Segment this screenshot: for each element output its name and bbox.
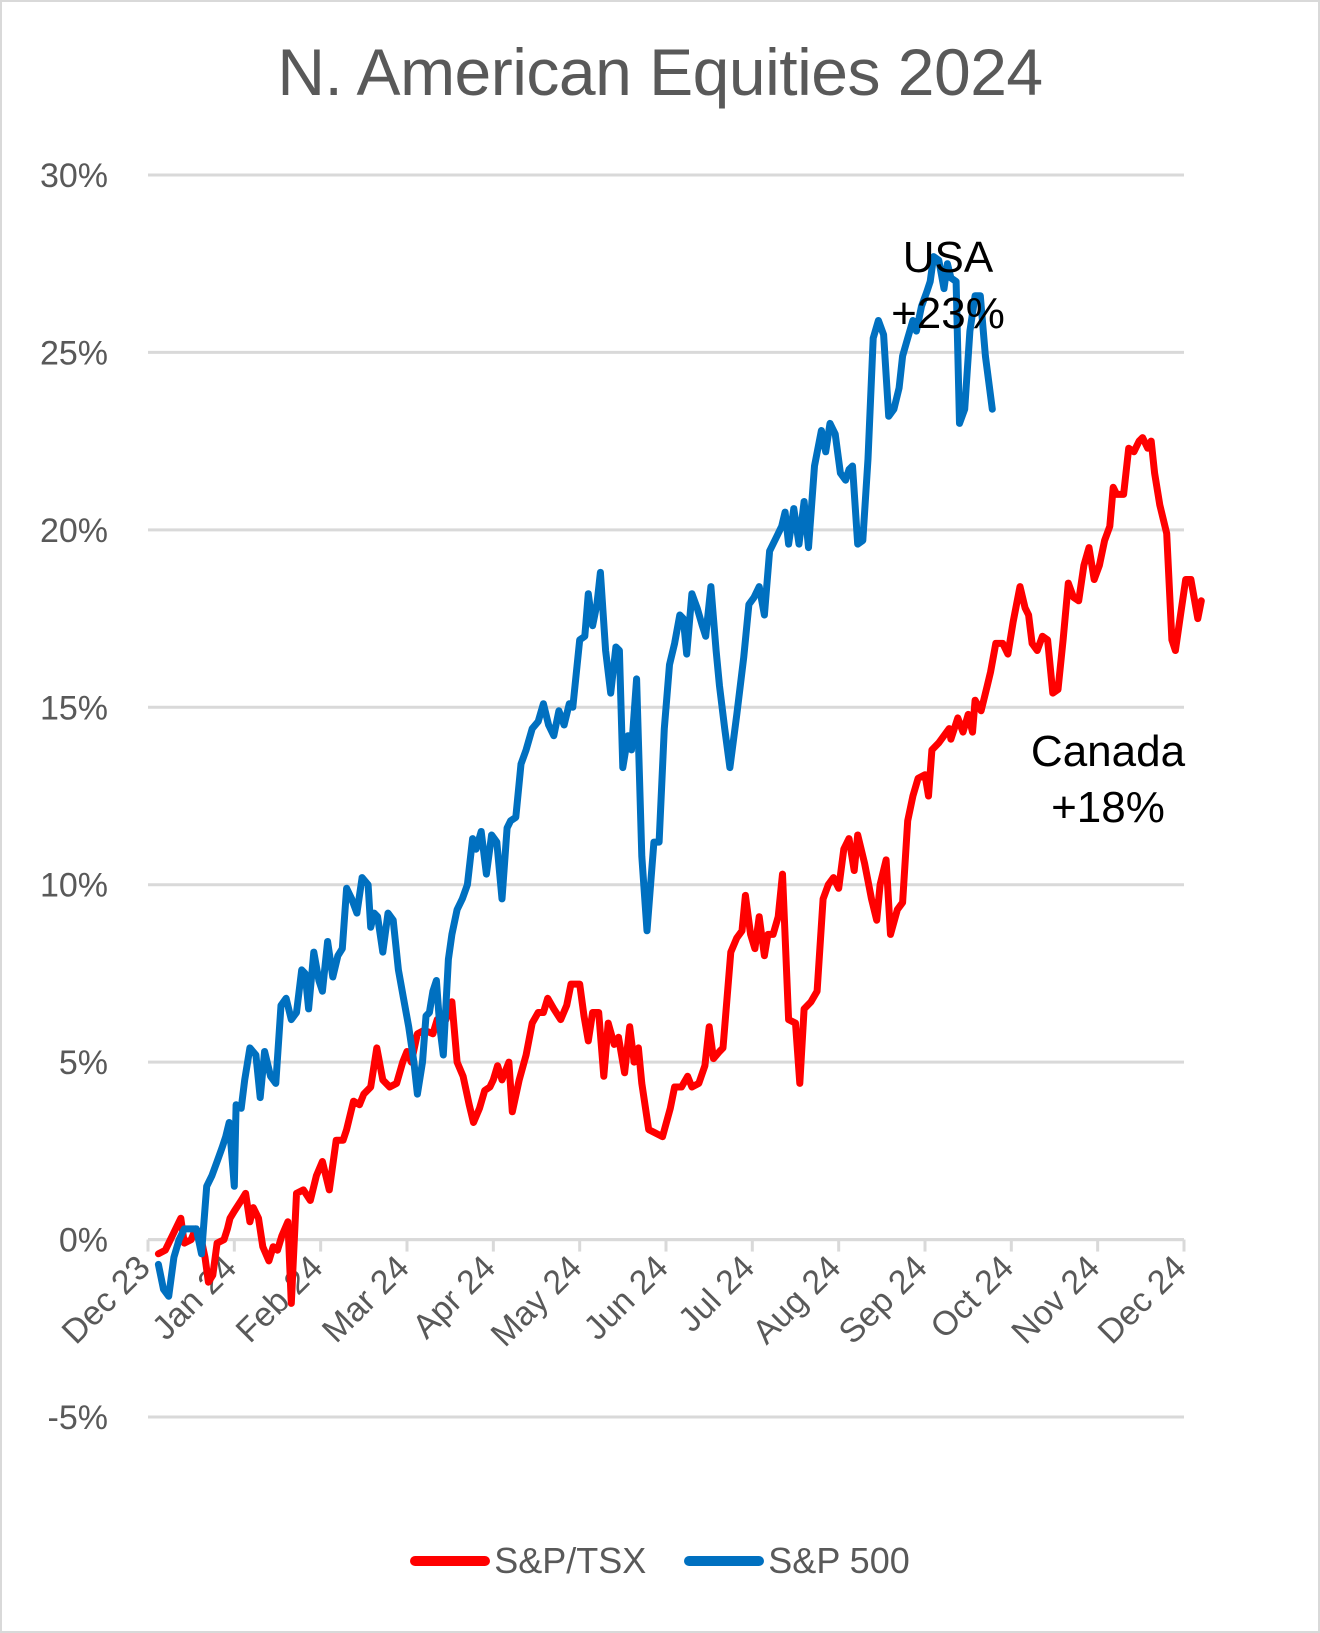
legend-item-sp500[interactable]: S&P 500: [684, 1540, 910, 1582]
y-tick-label: 30%: [40, 157, 108, 195]
series-line-sp-500: [154, 253, 996, 1300]
x-tick-label: May 24: [484, 1248, 590, 1354]
legend-label-sp500: S&P 500: [768, 1540, 910, 1581]
y-tick-label: -5%: [48, 1399, 108, 1437]
y-tick-label: 20%: [40, 512, 108, 550]
x-tick-label: Aug 24: [745, 1248, 848, 1351]
series-line-sp-tsx: [154, 434, 1205, 1307]
x-tick-label: Nov 24: [1004, 1248, 1107, 1351]
y-axis-ticks: 30% 25% 20% 15% 10% 5% 0% -5%: [40, 157, 108, 1437]
annotations: USA +23% Canada +18%: [891, 233, 1185, 832]
legend-label-tsx: S&P/TSX: [494, 1540, 647, 1581]
x-tick-label: Oct 24: [923, 1248, 1021, 1346]
x-tick-label: Feb 24: [229, 1248, 331, 1350]
y-tick-label: 5%: [59, 1044, 108, 1082]
legend-item-tsx[interactable]: S&P/TSX: [410, 1540, 646, 1582]
y-tick-label: 25%: [40, 334, 108, 372]
y-tick-label: 10%: [40, 867, 108, 905]
annotation-canada-label: Canada: [1031, 727, 1186, 776]
x-tick-label: Dec 24: [1091, 1248, 1194, 1351]
x-tick-label: Jun 24: [577, 1248, 676, 1347]
legend-swatch-sp500: [684, 1556, 765, 1566]
y-tick-label: 15%: [40, 689, 108, 727]
chart-title: N. American Equities 2024: [277, 35, 1043, 109]
annotation-canada-value: +18%: [1051, 783, 1165, 832]
x-tick-label: Mar 24: [315, 1248, 417, 1350]
x-axis: [146, 1238, 1186, 1252]
annotation-usa-value: +23%: [891, 289, 1005, 338]
y-tick-label: 0%: [59, 1222, 108, 1260]
x-tick-label: Dec 23: [55, 1248, 158, 1351]
series-lines: [154, 253, 1205, 1307]
annotation-usa-label: USA: [903, 233, 994, 282]
gridlines: [148, 173, 1184, 1419]
chart-legend: S&P/TSX S&P 500: [0, 1540, 1320, 1582]
x-tick-label: Sep 24: [832, 1248, 935, 1351]
legend-swatch-tsx: [410, 1556, 491, 1566]
